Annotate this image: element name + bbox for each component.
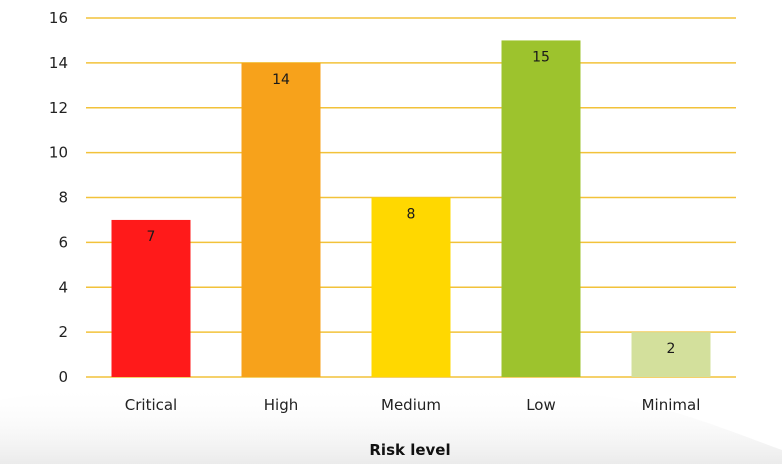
y-tick-label: 10: [49, 144, 68, 162]
x-axis-ticks: Critical High Medium Low Minimal: [125, 396, 701, 414]
y-tick-label: 6: [58, 233, 68, 251]
bar-minimal: [631, 332, 711, 377]
data-label-critical: 7: [147, 229, 156, 245]
bar-medium: [371, 197, 451, 377]
y-tick-label: 8: [58, 189, 68, 207]
y-tick-label: 0: [58, 368, 68, 386]
y-tick-label: 14: [49, 54, 68, 72]
background-wave: [0, 383, 782, 464]
y-tick-label: 4: [58, 278, 68, 296]
data-labels: 7 14 8 15 2: [147, 49, 676, 357]
data-label-high: 14: [272, 72, 290, 88]
x-tick-label-minimal: Minimal: [642, 396, 701, 414]
y-tick-label: 2: [58, 323, 68, 341]
x-tick-label-high: High: [264, 396, 298, 414]
y-tick-label: 16: [49, 9, 68, 27]
bar-critical: [111, 219, 191, 377]
y-axis-ticks: 0 2 4 6 8 10 12 14 16: [49, 9, 68, 386]
data-label-medium: 8: [407, 207, 416, 223]
x-tick-label-low: Low: [526, 396, 556, 414]
x-tick-label-medium: Medium: [381, 396, 441, 414]
y-tick-label: 12: [49, 99, 68, 117]
bar-low: [501, 40, 581, 377]
x-axis-title: Risk level: [369, 441, 450, 459]
bars: [111, 40, 711, 377]
data-label-minimal: 2: [667, 341, 676, 357]
bar-high: [241, 62, 321, 377]
data-label-low: 15: [532, 49, 550, 65]
x-tick-label-critical: Critical: [125, 396, 177, 414]
